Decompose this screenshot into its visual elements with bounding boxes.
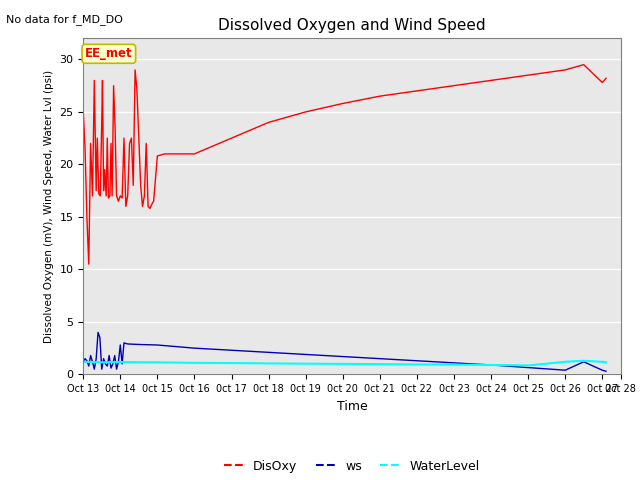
ws — [106, 353, 113, 359]
WaterLevel — [339, 361, 347, 367]
WaterLevel — [524, 362, 532, 368]
DisOxy — [602, 75, 610, 81]
ws — [115, 359, 122, 365]
X-axis label: Time: Time — [337, 400, 367, 413]
WaterLevel — [228, 360, 236, 366]
ws — [100, 356, 108, 361]
WaterLevel — [265, 360, 273, 366]
ws — [580, 359, 588, 365]
ws — [83, 358, 91, 364]
ws — [339, 354, 347, 360]
ws — [90, 366, 98, 372]
Line: DisOxy: DisOxy — [83, 65, 606, 264]
Title: Dissolved Oxygen and Wind Speed: Dissolved Oxygen and Wind Speed — [218, 18, 486, 33]
DisOxy — [79, 107, 87, 113]
DisOxy — [137, 182, 145, 188]
ws — [598, 367, 606, 373]
ws — [120, 340, 128, 346]
ws — [104, 363, 111, 369]
WaterLevel — [191, 360, 198, 366]
ws — [94, 329, 102, 335]
ws — [118, 361, 126, 367]
DisOxy — [148, 202, 156, 207]
DisOxy — [129, 182, 137, 188]
WaterLevel — [98, 360, 106, 365]
WaterLevel — [561, 359, 569, 365]
ws — [124, 341, 132, 347]
ws — [413, 358, 420, 364]
ws — [191, 345, 198, 351]
ws — [79, 359, 87, 365]
ws — [98, 366, 106, 372]
ws — [228, 348, 236, 353]
WaterLevel — [580, 358, 588, 364]
DisOxy — [95, 191, 102, 197]
WaterLevel — [79, 359, 87, 365]
Line: ws: ws — [83, 332, 606, 371]
ws — [302, 351, 310, 357]
ws — [102, 361, 109, 367]
ws — [85, 363, 93, 369]
ws — [135, 342, 143, 348]
ws — [561, 367, 569, 373]
DisOxy — [580, 62, 588, 68]
WaterLevel — [450, 362, 458, 368]
WaterLevel — [413, 361, 420, 367]
ws — [87, 353, 95, 359]
ws — [524, 365, 532, 371]
WaterLevel — [302, 361, 310, 367]
ws — [81, 356, 89, 361]
ws — [113, 366, 120, 372]
ws — [487, 362, 495, 368]
ws — [107, 365, 115, 371]
DisOxy — [146, 205, 154, 211]
Y-axis label: Dissolved Oxygen (mV), Wind Speed, Water Lvl (psi): Dissolved Oxygen (mV), Wind Speed, Water… — [44, 70, 54, 343]
ws — [450, 360, 458, 366]
ws — [92, 356, 100, 361]
WaterLevel — [376, 361, 383, 367]
ws — [88, 359, 96, 365]
WaterLevel — [487, 362, 495, 368]
WaterLevel — [116, 359, 124, 365]
DisOxy — [85, 261, 93, 267]
ws — [602, 368, 610, 374]
DisOxy — [120, 135, 128, 141]
Text: No data for f_MD_DO: No data for f_MD_DO — [6, 14, 124, 25]
ws — [111, 353, 118, 359]
ws — [109, 361, 116, 367]
Legend: DisOxy, ws, WaterLevel: DisOxy, ws, WaterLevel — [220, 455, 484, 478]
WaterLevel — [154, 360, 161, 365]
ws — [96, 335, 104, 340]
ws — [265, 349, 273, 355]
WaterLevel — [598, 359, 606, 365]
ws — [116, 342, 124, 348]
Text: EE_met: EE_met — [85, 48, 132, 60]
Line: WaterLevel: WaterLevel — [83, 361, 606, 365]
ws — [154, 342, 161, 348]
ws — [376, 356, 383, 361]
WaterLevel — [602, 360, 610, 365]
